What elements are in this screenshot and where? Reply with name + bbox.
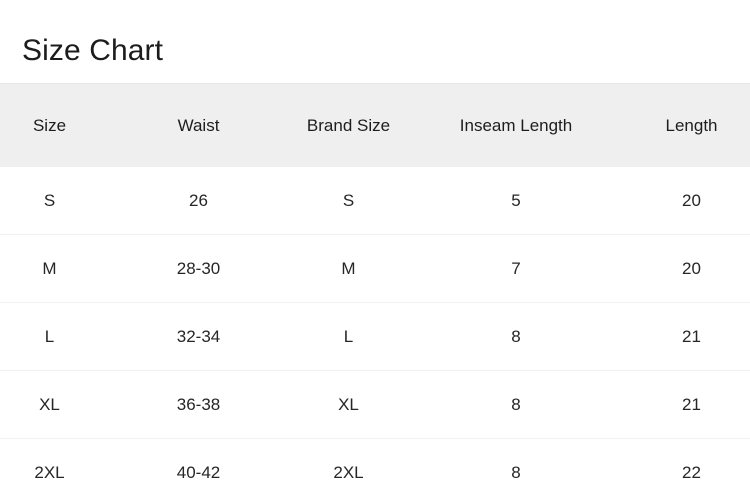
cell-size: 2XL [0, 438, 99, 483]
table-header-row: Size Waist Brand Size Inseam Length Leng… [0, 83, 750, 167]
column-header-brand-size: Brand Size [298, 83, 399, 167]
column-header-length: Length [633, 83, 750, 167]
page-title: Size Chart [22, 34, 164, 68]
cell-inseam-length: 5 [511, 190, 521, 210]
cell-size: L [0, 302, 99, 371]
cell-inseam-length: 8 [399, 302, 633, 371]
cell-waist: 32-34 [99, 302, 298, 371]
cell-brand-size: M [298, 234, 399, 303]
cell-length: 21 [633, 370, 750, 439]
cell-brand-size: 2XL [298, 438, 399, 483]
cell-waist: 40-42 [99, 438, 298, 483]
size-chart-table: Size Waist Brand Size Inseam Length Leng… [0, 83, 750, 483]
cell-size: XL [0, 370, 99, 439]
cell-waist: 36-38 [99, 370, 298, 439]
cell-length: 22 [633, 438, 750, 483]
cell-brand-size: S [342, 190, 355, 210]
cell-brand-size: XL [298, 370, 399, 439]
cell-size: M [0, 234, 99, 303]
column-header-size: Size [0, 83, 99, 167]
table-row: L 32-34 L 8 21 [0, 302, 750, 371]
cell-length: 20 [682, 190, 701, 210]
table-body: S 26 S 5 20 M 28-30 M 7 20 L 32-34 L 8 2… [0, 167, 750, 483]
table-row: 2XL 40-42 2XL 8 22 [0, 438, 750, 483]
cell-waist: 26 [189, 190, 208, 210]
column-header-waist: Waist [99, 83, 298, 167]
cell-inseam-length: 7 [399, 234, 633, 303]
cell-length: 21 [633, 302, 750, 371]
table-row: XL 36-38 XL 8 21 [0, 370, 750, 439]
table-header: Size Waist Brand Size Inseam Length Leng… [0, 83, 750, 167]
cell-inseam-length: 8 [399, 370, 633, 439]
table-row: M 28-30 M 7 20 [0, 234, 750, 303]
cell-waist: 28-30 [99, 234, 298, 303]
cell-inseam-length: 8 [399, 438, 633, 483]
column-header-inseam-length: Inseam Length [399, 83, 633, 167]
cell-brand-size: L [298, 302, 399, 371]
cell-size: S [43, 190, 56, 210]
cell-length: 20 [633, 234, 750, 303]
table-row: S 26 S 5 20 [0, 167, 750, 235]
